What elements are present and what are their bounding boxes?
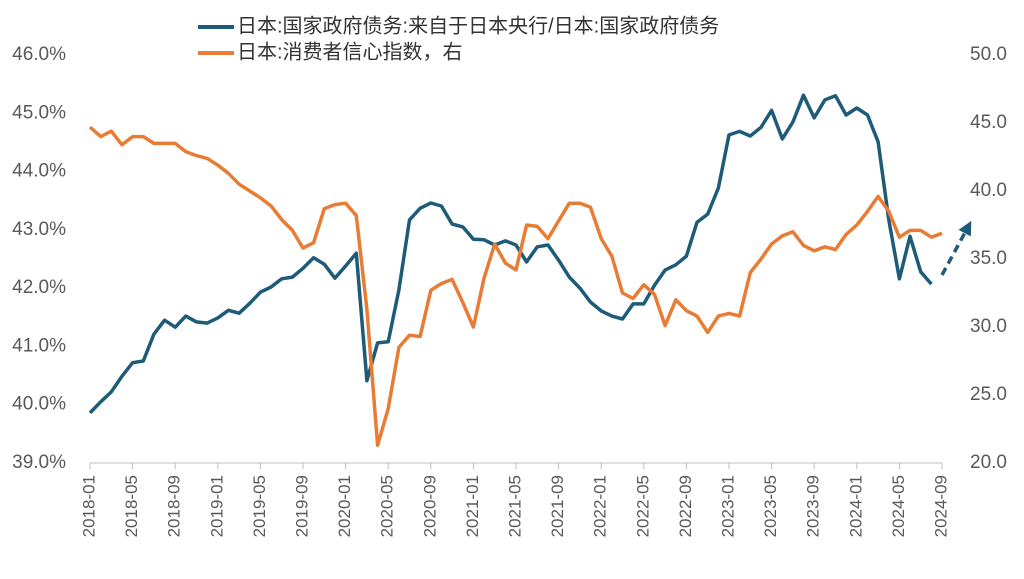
x-tick-label: 2023-05 [761, 475, 780, 537]
y2-tick-label: 30.0 [970, 316, 1007, 337]
x-tick-label: 2020-09 [420, 475, 439, 537]
x-tick-label: 2018-09 [165, 475, 184, 537]
x-tick-label: 2021-01 [463, 475, 482, 537]
series-line [88, 125, 943, 448]
y2-tick-label: 20.0 [970, 452, 1007, 473]
x-tick-label: 2019-01 [207, 475, 226, 537]
y2-tick-label: 40.0 [970, 180, 1007, 201]
x-tick-label: 2022-05 [633, 475, 652, 537]
y-tick-label: 43.0% [12, 219, 66, 240]
x-tick-label: 2018-05 [122, 475, 141, 537]
x-tick-label: 2019-09 [292, 475, 311, 537]
x-tick-label: 2018-01 [79, 475, 98, 537]
y-tick-label: 45.0% [12, 102, 66, 123]
x-tick-label: 2024-01 [846, 475, 865, 537]
y2-tick-label: 25.0 [970, 384, 1007, 405]
legend-label: 日本:国家政府债务:来自于日本央行/日本:国家政府债务 [237, 14, 719, 37]
x-tick-label: 2023-01 [718, 475, 737, 537]
x-tick-label: 2020-01 [335, 475, 354, 537]
x-tick-label: 2023-09 [804, 475, 823, 537]
y2-tick-label: 35.0 [970, 248, 1007, 269]
x-tick-label: 2022-01 [591, 475, 610, 537]
y2-tick-label: 50.0 [970, 44, 1007, 65]
y-tick-label: 42.0% [12, 277, 66, 298]
x-tick-label: 2020-05 [378, 475, 397, 537]
series-line [88, 93, 933, 415]
legend-label: 日本:消费者信心指数，右 [237, 40, 463, 63]
x-tick-label: 2021-05 [505, 475, 524, 537]
trend-arrow [940, 220, 972, 276]
x-tick-label: 2022-09 [676, 475, 695, 537]
y2-tick-label: 45.0 [970, 112, 1007, 133]
x-tick-label: 2024-05 [889, 475, 908, 537]
x-tick-label: 2019-05 [250, 475, 269, 537]
y-tick-label: 39.0% [12, 452, 66, 473]
y-tick-label: 41.0% [12, 335, 66, 356]
y-tick-label: 44.0% [12, 161, 66, 182]
y-tick-label: 46.0% [12, 44, 66, 65]
x-tick-label: 2021-09 [548, 475, 567, 537]
x-tick-label: 2024-09 [931, 475, 950, 537]
y-tick-label: 40.0% [12, 394, 66, 415]
